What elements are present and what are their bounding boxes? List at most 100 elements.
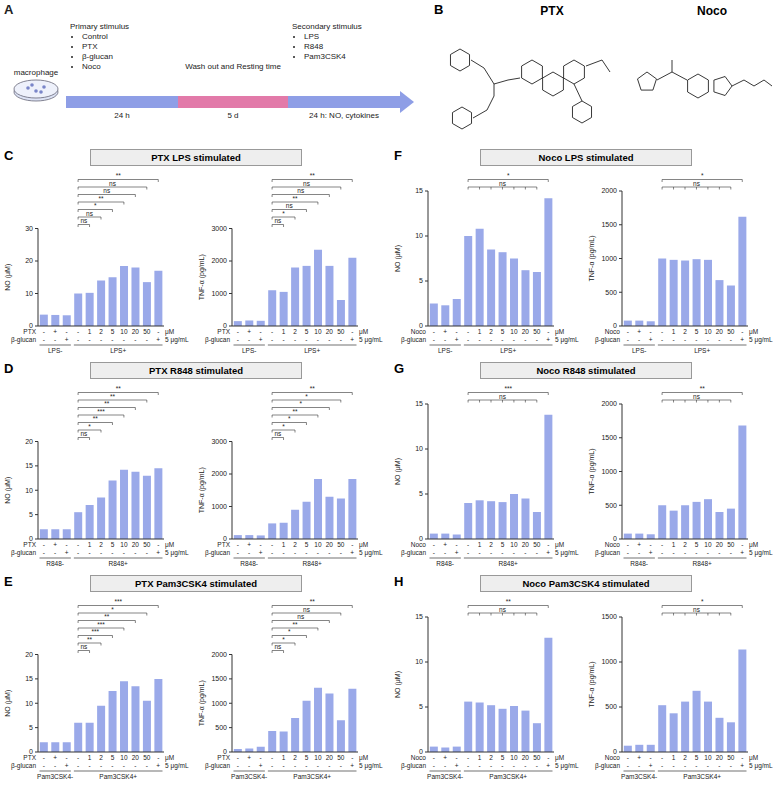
svg-text:5 μg/mL: 5 μg/mL <box>165 762 189 770</box>
svg-text:5: 5 <box>305 328 309 335</box>
svg-text:0: 0 <box>29 322 33 329</box>
svg-text:-: - <box>237 336 239 343</box>
svg-text:+: + <box>65 549 69 556</box>
svg-text:10: 10 <box>25 700 33 707</box>
svg-text:ns: ns <box>499 606 507 613</box>
svg-text:**: ** <box>310 172 316 179</box>
svg-text:**: ** <box>292 195 298 202</box>
svg-text:2: 2 <box>293 754 297 761</box>
svg-text:2: 2 <box>293 328 297 335</box>
svg-text:R848-: R848- <box>46 560 64 567</box>
svg-text:2: 2 <box>99 541 103 548</box>
svg-text:***: *** <box>504 385 512 392</box>
svg-text:**: ** <box>116 385 122 392</box>
svg-text:20: 20 <box>25 257 33 264</box>
svg-text:5 μg/mL: 5 μg/mL <box>165 549 189 557</box>
svg-text:TNF-α (pg/mL): TNF-α (pg/mL) <box>198 254 206 300</box>
svg-text:-: - <box>260 541 262 548</box>
svg-text:-: - <box>684 336 686 343</box>
svg-text:-: - <box>54 762 56 769</box>
svg-text:*: * <box>94 202 97 209</box>
svg-text:-: - <box>627 328 629 335</box>
svg-text:-: - <box>123 336 125 343</box>
svg-text:ns: ns <box>499 393 507 400</box>
svg-text:10: 10 <box>120 328 128 335</box>
svg-text:-: - <box>684 549 686 556</box>
svg-text:β-glucan: β-glucan <box>205 336 230 344</box>
svg-text:-: - <box>248 336 250 343</box>
svg-text:-: - <box>88 549 90 556</box>
svg-text:15: 15 <box>415 187 423 194</box>
svg-text:-: - <box>695 336 697 343</box>
svg-text:β-glucan: β-glucan <box>401 336 426 344</box>
svg-text:20: 20 <box>716 754 724 761</box>
svg-text:-: - <box>444 762 446 769</box>
svg-text:50: 50 <box>727 754 735 761</box>
svg-text:**: ** <box>292 621 298 628</box>
svg-text:-: - <box>467 541 469 548</box>
svg-text:5: 5 <box>29 724 33 731</box>
svg-text:-: - <box>237 549 239 556</box>
svg-text:ns: ns <box>109 180 117 187</box>
svg-text:**: ** <box>104 613 110 620</box>
svg-text:μM: μM <box>165 328 174 336</box>
svg-text:50: 50 <box>337 541 345 548</box>
svg-text:*: * <box>701 172 704 179</box>
svg-text:-: - <box>237 762 239 769</box>
svg-text:β-glucan: β-glucan <box>595 762 620 770</box>
svg-text:2000: 2000 <box>211 470 227 477</box>
svg-text:-: - <box>707 549 709 556</box>
svg-text:1000: 1000 <box>601 658 617 665</box>
svg-text:NO (μM): NO (μM) <box>394 671 402 698</box>
svg-text:5: 5 <box>695 328 699 335</box>
svg-text:μM: μM <box>555 328 564 336</box>
svg-text:-: - <box>547 541 549 548</box>
svg-text:-: - <box>547 328 549 335</box>
svg-text:0: 0 <box>223 535 227 542</box>
svg-text:R848-: R848- <box>436 560 454 567</box>
svg-text:5: 5 <box>501 754 505 761</box>
svg-text:-: - <box>718 336 720 343</box>
svg-text:10: 10 <box>25 487 33 494</box>
svg-text:10: 10 <box>510 541 518 548</box>
svg-text:5: 5 <box>111 328 115 335</box>
svg-text:*: * <box>282 423 285 430</box>
svg-text:+: + <box>637 754 641 761</box>
svg-text:R848-: R848- <box>240 560 258 567</box>
svg-text:10: 10 <box>120 754 128 761</box>
svg-text:NO (μM): NO (μM) <box>394 458 402 485</box>
svg-text:NO (μM): NO (μM) <box>394 245 402 272</box>
svg-text:+: + <box>65 336 69 343</box>
svg-text:2: 2 <box>489 328 493 335</box>
svg-text:-: - <box>467 336 469 343</box>
svg-text:-: - <box>513 336 515 343</box>
svg-text:LPS-: LPS- <box>242 347 256 354</box>
svg-text:β-glucan: β-glucan <box>11 336 36 344</box>
svg-text:-: - <box>444 336 446 343</box>
svg-text:μM: μM <box>359 754 368 762</box>
svg-text:-: - <box>111 762 113 769</box>
svg-text:+: + <box>53 754 57 761</box>
svg-text:+: + <box>53 328 57 335</box>
svg-text:LPS+: LPS+ <box>500 347 516 354</box>
svg-text:50: 50 <box>727 328 735 335</box>
svg-text:-: - <box>661 541 663 548</box>
svg-text:5 μg/mL: 5 μg/mL <box>359 549 383 557</box>
svg-text:-: - <box>317 336 319 343</box>
svg-text:+: + <box>455 336 459 343</box>
svg-text:-: - <box>237 754 239 761</box>
svg-text:0: 0 <box>613 535 617 542</box>
svg-text:1000: 1000 <box>211 503 227 510</box>
svg-text:-: - <box>54 549 56 556</box>
svg-text:LPS+: LPS+ <box>694 347 710 354</box>
svg-text:-: - <box>305 336 307 343</box>
svg-text:-: - <box>433 541 435 548</box>
svg-text:-: - <box>433 754 435 761</box>
svg-text:0: 0 <box>29 535 33 542</box>
svg-text:-: - <box>695 762 697 769</box>
svg-text:0: 0 <box>419 322 423 329</box>
svg-text:-: - <box>43 762 45 769</box>
svg-text:-: - <box>513 762 515 769</box>
svg-text:-: - <box>456 328 458 335</box>
svg-text:*: * <box>288 628 291 635</box>
